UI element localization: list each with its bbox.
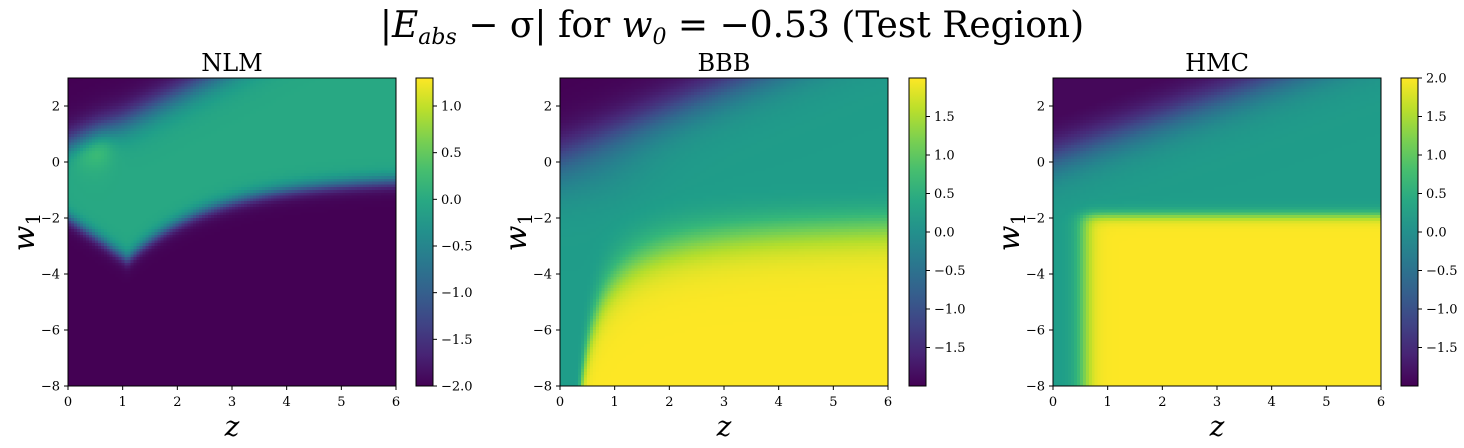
heatmap-nlm — [68, 78, 396, 386]
x-tick-label: 2 — [665, 395, 673, 410]
colorbar-tick-label: −1.0 — [934, 303, 966, 318]
colorbar-tick-label: −1.5 — [934, 341, 966, 356]
colorbar-tick-label: 0.5 — [441, 146, 462, 161]
x-tick-label: 5 — [1322, 395, 1330, 410]
x-tick-label: 5 — [337, 395, 345, 410]
heatmap-bbb — [560, 78, 888, 386]
x-axis-label: z — [224, 410, 240, 443]
x-tick-label: 4 — [283, 395, 291, 410]
x-tick-label: 6 — [1377, 395, 1385, 410]
y-tick-label: −2 — [1026, 212, 1045, 227]
colorbar-tick-label: −1.0 — [441, 286, 473, 301]
x-tick-label: 6 — [884, 395, 892, 410]
colorbar — [415, 77, 434, 387]
y-axis-label: w1 — [992, 213, 1030, 251]
x-tick-label: 3 — [720, 395, 728, 410]
y-tick-label: 0 — [544, 156, 552, 171]
x-tick-label: 2 — [1158, 395, 1166, 410]
title-symbol-w: w — [621, 5, 653, 46]
x-tick-label: 4 — [775, 395, 783, 410]
y-tick-label: 0 — [1037, 156, 1045, 171]
title-middle: − σ| for — [456, 5, 622, 46]
x-axis-label: z — [716, 410, 732, 443]
colorbar-tick-label: −2.0 — [441, 380, 473, 395]
x-tick-label: 0 — [64, 395, 72, 410]
panel-title: NLM — [201, 49, 263, 77]
colorbar-tick-label: −0.5 — [1426, 264, 1458, 279]
x-tick-label: 1 — [611, 395, 619, 410]
panel-title: BBB — [698, 49, 751, 77]
y-tick-label: −4 — [1026, 268, 1045, 283]
y-tick-label: −8 — [41, 380, 60, 395]
x-tick-label: 1 — [119, 395, 127, 410]
colorbar-tick-label: 2.0 — [1426, 72, 1447, 87]
colorbar-tick-label: 1.5 — [1426, 110, 1447, 125]
colorbar-tick-label: −1.0 — [1426, 303, 1458, 318]
x-tick-label: 4 — [1268, 395, 1276, 410]
colorbar-tick-label: −1.5 — [1426, 341, 1458, 356]
figure-title: |Eabs − σ| for w0 = −0.53 (Test Region) — [0, 2, 1464, 50]
y-tick-label: −8 — [1026, 380, 1045, 395]
y-axis-label: w1 — [499, 213, 537, 251]
colorbar — [908, 77, 927, 387]
y-tick-label: 2 — [1037, 100, 1045, 115]
colorbar-tick-label: 1.0 — [1426, 149, 1447, 164]
colorbar-tick-label: −0.5 — [934, 264, 966, 279]
colorbar-tick-label: 1.5 — [934, 110, 955, 125]
y-tick-label: −6 — [41, 324, 60, 339]
y-tick-label: −6 — [1026, 324, 1045, 339]
y-tick-label: 2 — [544, 100, 552, 115]
x-tick-label: 2 — [173, 395, 181, 410]
title-symbol-e: E — [392, 5, 419, 46]
y-tick-label: −4 — [533, 268, 552, 283]
colorbar-tick-label: 0.5 — [934, 187, 955, 202]
y-tick-label: −2 — [533, 212, 552, 227]
x-tick-label: 3 — [228, 395, 236, 410]
x-tick-label: 6 — [392, 395, 400, 410]
title-subscript-abs: abs — [418, 25, 457, 50]
y-tick-label: −4 — [41, 268, 60, 283]
title-end: = −0.53 (Test Region) — [666, 5, 1085, 46]
title-bar-open: | — [379, 5, 393, 46]
colorbar-tick-label: 0.0 — [441, 193, 462, 208]
y-tick-label: 2 — [52, 100, 60, 115]
colorbar-tick-label: 0.5 — [1426, 187, 1447, 202]
y-tick-label: −6 — [533, 324, 552, 339]
colorbar — [1400, 77, 1419, 387]
x-tick-label: 0 — [556, 395, 564, 410]
y-tick-label: −8 — [533, 380, 552, 395]
x-tick-label: 3 — [1213, 395, 1221, 410]
colorbar-tick-label: 0.0 — [934, 226, 955, 241]
panel-title: HMC — [1185, 49, 1249, 77]
colorbar-tick-label: 0.0 — [1426, 226, 1447, 241]
x-tick-label: 0 — [1049, 395, 1057, 410]
y-axis-label: w1 — [7, 213, 45, 251]
y-tick-label: −2 — [41, 212, 60, 227]
title-subscript-0: 0 — [652, 25, 667, 50]
x-tick-label: 5 — [829, 395, 837, 410]
y-tick-label: 0 — [52, 156, 60, 171]
colorbar-tick-label: 1.0 — [934, 149, 955, 164]
colorbar-tick-label: 1.0 — [441, 100, 462, 115]
heatmap-hmc — [1053, 78, 1381, 386]
colorbar-tick-label: −1.5 — [441, 333, 473, 348]
x-axis-label: z — [1209, 410, 1225, 443]
colorbar-tick-label: −0.5 — [441, 240, 473, 255]
x-tick-label: 1 — [1104, 395, 1112, 410]
